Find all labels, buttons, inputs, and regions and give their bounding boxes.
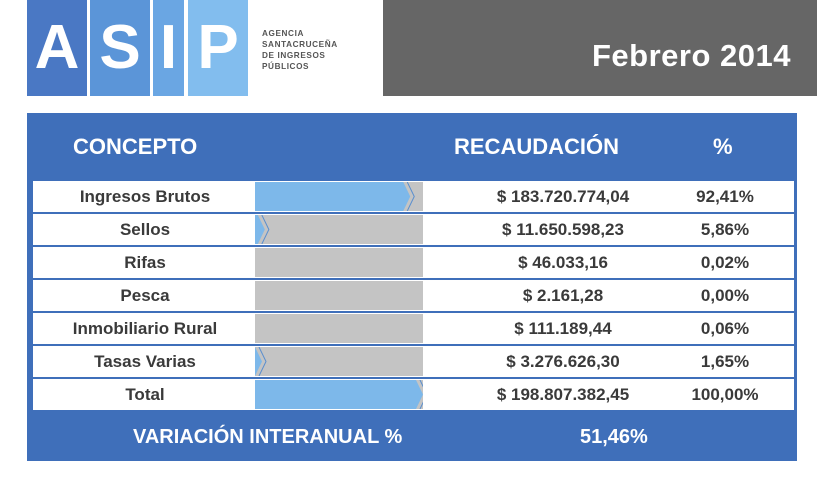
row-concept: Ingresos Brutos: [79, 187, 211, 206]
share-bar-fill: [255, 215, 265, 244]
share-bar-track: [255, 215, 423, 244]
share-bar-fill: [255, 347, 262, 376]
row-concept: Pesca: [120, 286, 170, 305]
share-bar: [255, 347, 423, 376]
share-bar-track: [255, 314, 423, 343]
column-header-percent: %: [713, 134, 733, 159]
share-bar: [255, 281, 423, 310]
row-concept: Tasas Varias: [94, 352, 196, 371]
agency-line-2: SANTACRUCEÑA: [262, 40, 338, 49]
share-bar-track: [255, 347, 423, 376]
row-percent: 0,00%: [700, 286, 750, 305]
share-bar: [255, 314, 423, 343]
logo-letter-i: I: [153, 0, 184, 96]
share-bar-fill: [255, 380, 423, 409]
share-bar: [255, 380, 423, 409]
share-bar-track: [255, 281, 423, 310]
logo-letter-s: S: [90, 0, 150, 96]
period-title: Febrero 2014: [592, 38, 791, 73]
row-amount: $ 11.650.598,23: [502, 220, 624, 239]
row-amount: $ 2.161,28: [522, 286, 604, 305]
table-row: Ingresos Brutos $ 183.720.774,04 92,41%: [33, 181, 794, 212]
asip-logo: A S I P: [0, 0, 255, 96]
row-percent: 0,02%: [700, 253, 750, 272]
row-concept: Inmobiliario Rural: [72, 319, 218, 338]
row-amount: $ 183.720.774,04: [496, 187, 630, 206]
share-bar: [255, 215, 423, 244]
header-banner: [383, 0, 817, 96]
interannual-variation-label: VARIACIÓN INTERANUAL %: [133, 426, 403, 448]
row-concept: Rifas: [124, 253, 166, 272]
share-bar-fill: [255, 182, 411, 211]
logo-letter-p: P: [188, 0, 248, 96]
share-bar-chevron: [419, 380, 423, 409]
table-row: Inmobiliario Rural $ 111.189,44 0,06%: [33, 313, 794, 344]
table-row: Pesca $ 2.161,28 0,00%: [33, 280, 794, 311]
agency-line-1: AGENCIA: [262, 29, 304, 38]
share-bar: [255, 182, 423, 211]
row-percent: 5,86%: [700, 220, 750, 239]
column-header-recaudacion: RECAUDACIÓN: [454, 134, 619, 159]
row-amount: $ 111.189,44: [514, 319, 612, 338]
table-row: Sellos $ 11.650.598,23 5,86%: [33, 214, 794, 245]
column-header-concepto: CONCEPTO: [73, 134, 198, 159]
table-row: Tasas Varias $ 3.276.626,30 1,65%: [33, 346, 794, 377]
agency-line-4: PÚBLICOS: [262, 62, 310, 71]
table-row: Rifas $ 46.033,16 0,02%: [33, 247, 794, 278]
share-bar-chevron: [258, 347, 267, 376]
agency-line-3: DE INGRESOS: [262, 51, 326, 60]
logo-letter-a: A: [27, 0, 87, 96]
share-bar-chevron: [406, 182, 415, 211]
share-bar-track: [255, 248, 423, 277]
row-amount: $ 198.807.382,45: [496, 385, 630, 404]
share-bar: [255, 248, 423, 277]
agency-name: AGENCIA SANTACRUCEÑA DE INGRESOS PÚBLICO…: [262, 28, 382, 72]
row-amount: $ 3.276.626,30: [506, 352, 620, 371]
row-percent: 92,41%: [696, 187, 754, 206]
row-concept: Sellos: [119, 220, 171, 239]
row-amount: $ 46.033,16: [518, 253, 608, 272]
row-percent: 1,65%: [700, 352, 750, 371]
share-bar-chevron: [261, 215, 270, 244]
table-row: Total $ 198.807.382,45 100,00%: [33, 379, 794, 410]
row-percent: 0,06%: [700, 319, 750, 338]
row-concept: Total: [125, 385, 165, 404]
row-percent: 100,00%: [691, 385, 759, 404]
interannual-variation-value: 51,46%: [580, 426, 648, 448]
